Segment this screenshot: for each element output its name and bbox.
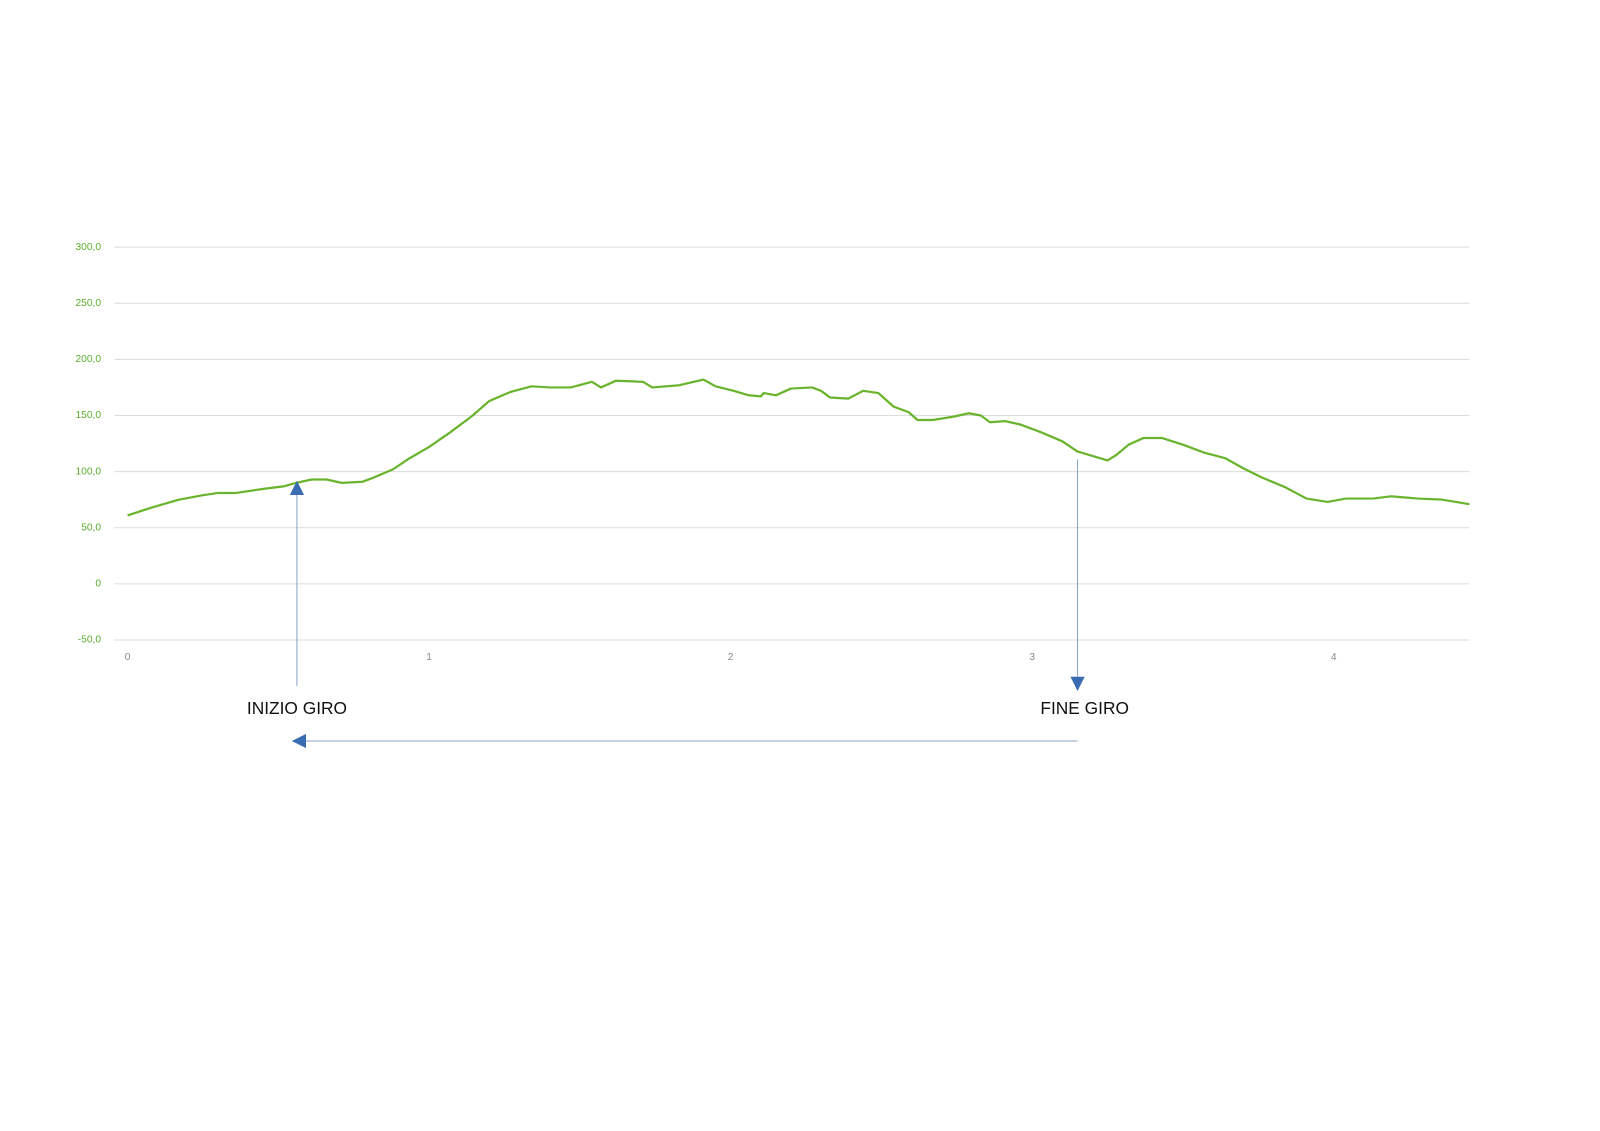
x-tick-label: 4 xyxy=(1331,652,1337,663)
x-tick-label: 0 xyxy=(125,652,131,663)
y-tick-label: 250,0 xyxy=(76,298,102,309)
plot xyxy=(127,378,1470,517)
y-tick-label: 150,0 xyxy=(76,410,102,421)
annotation: INIZIO GIRO xyxy=(247,698,347,718)
y-tick-label: 0 xyxy=(95,579,101,590)
y-tick-label: 100,0 xyxy=(76,466,102,477)
annotation: FINE GIRO xyxy=(1040,698,1129,718)
y-tick-label: -50,0 xyxy=(78,635,102,646)
elevation-line xyxy=(127,378,1470,517)
grid: -50,0 0 50,0 100,0 150,0 200,0 250,0 300,0 0 1 2 3 4 xyxy=(76,242,1470,663)
x-tick-label: 1 xyxy=(426,652,432,663)
y-tick-label: 200,0 xyxy=(76,354,102,365)
x-tick-label: 3 xyxy=(1029,652,1035,663)
y-tick-label: 300,0 xyxy=(76,242,102,253)
y-tick-label: 50,0 xyxy=(81,522,101,533)
x-tick-label: 2 xyxy=(728,652,734,663)
